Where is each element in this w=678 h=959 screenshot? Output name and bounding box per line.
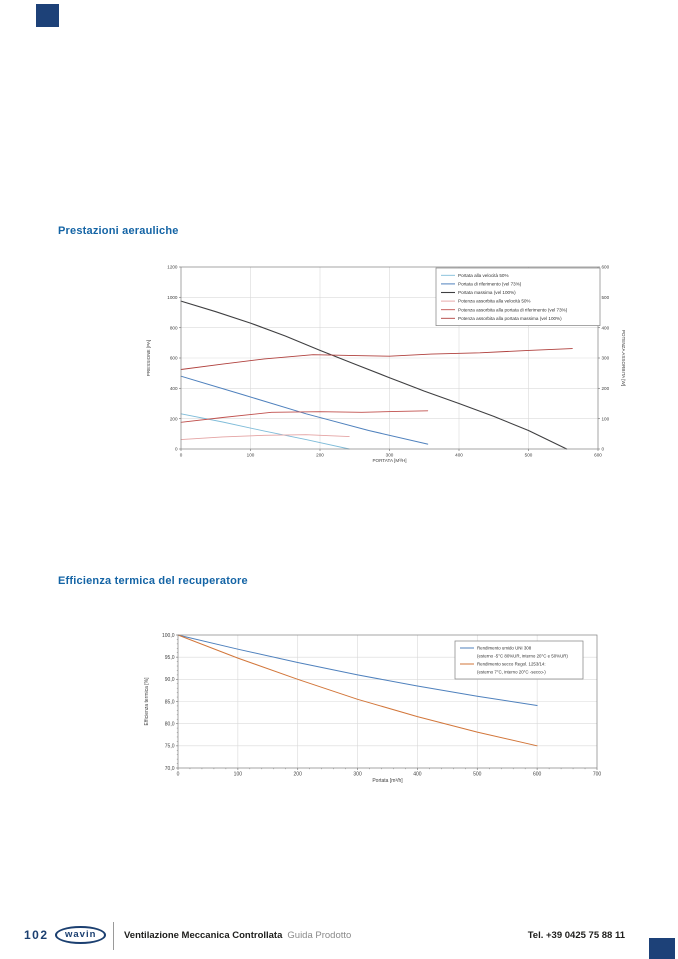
series-line-2 — [180, 300, 568, 450]
page-number: 102 — [24, 928, 49, 942]
svg-text:0: 0 — [177, 772, 180, 778]
svg-text:0: 0 — [180, 453, 183, 458]
axis-ticks: 0 100 200 300 400 500 600020040060080010001200… — [167, 265, 609, 458]
svg-text:(esterno 7°C, interno 20°C -se: (esterno 7°C, interno 20°C -secco-) — [477, 670, 546, 675]
svg-text:100,0: 100,0 — [162, 633, 175, 639]
svg-text:500: 500 — [473, 772, 482, 778]
svg-text:600: 600 — [602, 265, 610, 270]
svg-text:600: 600 — [594, 453, 602, 458]
svg-text:75,0: 75,0 — [165, 744, 175, 750]
svg-text:Potenza assorbita alla velocit: Potenza assorbita alla velocità 50% — [458, 299, 531, 304]
y-axis-label-left: PRESSIONE [PA] — [146, 340, 151, 376]
wavin-logo: wavin — [55, 926, 107, 944]
svg-text:800: 800 — [170, 325, 178, 330]
svg-text:300: 300 — [386, 453, 394, 458]
svg-text:600: 600 — [170, 356, 178, 361]
svg-text:70,0: 70,0 — [165, 766, 175, 772]
page-footer: 102 wavin Ventilazione Meccanica Control… — [0, 919, 678, 959]
svg-text:100: 100 — [247, 453, 255, 458]
svg-text:Portata massima (vel 100%): Portata massima (vel 100%) — [458, 290, 516, 295]
footer-divider — [113, 922, 114, 950]
svg-text:200: 200 — [294, 772, 303, 778]
footer-subtitle: Guida Prodotto — [287, 930, 352, 941]
svg-text:400: 400 — [602, 325, 610, 330]
chart-legend: Rendimento umido UNI 308 (esterno -5°C 80… — [454, 640, 584, 680]
svg-text:1200: 1200 — [167, 265, 178, 270]
thermal-efficiency-chart: 0 100 200 300 400 500 600 700 70,0 75,0 80,0 85,0 90… — [130, 615, 640, 800]
svg-text:400: 400 — [413, 772, 422, 778]
svg-text:400: 400 — [455, 453, 463, 458]
series-line-1 — [180, 375, 429, 445]
series-line-3 — [180, 434, 350, 441]
series-line-0 — [177, 634, 538, 706]
svg-text:1000: 1000 — [167, 295, 178, 300]
svg-text:0: 0 — [175, 447, 178, 452]
svg-text:300: 300 — [602, 356, 610, 361]
footer-title: Ventilazione Meccanica Controllata — [124, 930, 283, 941]
svg-text:Rendimento secco Regol. 1253/1: Rendimento secco Regol. 1253/14: — [477, 662, 546, 667]
footer-phone: Tel. +39 0425 75 88 11 — [527, 930, 625, 941]
svg-text:Portata alla velocità 50%: Portata alla velocità 50% — [458, 273, 509, 278]
svg-text:Portata di riferimento (vel 73: Portata di riferimento (vel 73%) — [458, 282, 522, 287]
chart-legend: Portata alla velocità 50% Portata di rife… — [435, 267, 601, 326]
series-line-5 — [180, 348, 573, 370]
svg-text:400: 400 — [170, 386, 178, 391]
corner-square-bottom-right — [649, 938, 675, 959]
svg-text:500: 500 — [525, 453, 533, 458]
aeraulic-performance-chart-svg: 0 100 200 300 400 500 600020040060080010001200… — [146, 265, 626, 463]
svg-text:0: 0 — [602, 447, 605, 452]
axis-ticks: 0 100 200 300 400 500 600 700 70,0 75,0 80,0 85,0 90… — [162, 633, 601, 778]
footer-document-title: Ventilazione Meccanica Controllata Guida … — [124, 930, 351, 941]
chart-series — [180, 300, 573, 450]
svg-text:200: 200 — [316, 453, 324, 458]
svg-text:100: 100 — [234, 772, 243, 778]
section-title-aeraulic-performance: Prestazioni aerauliche — [58, 225, 179, 237]
thermal-efficiency-chart-svg: 0 100 200 300 400 500 600 700 70,0 75,0 80,0 85,0 90… — [144, 633, 601, 784]
y-axis-label-right: POTENZA ASSORBITA [W] — [621, 330, 626, 386]
series-line-1 — [177, 634, 538, 747]
svg-text:80,0: 80,0 — [165, 721, 175, 727]
svg-text:700: 700 — [593, 772, 602, 778]
svg-text:200: 200 — [170, 416, 178, 421]
svg-text:Potenza assorbita alla portata: Potenza assorbita alla portata di riferi… — [458, 307, 568, 312]
corner-square-top-left — [36, 4, 59, 27]
svg-text:95,0: 95,0 — [165, 655, 175, 661]
aeraulic-performance-chart: 0 100 200 300 400 500 600 0 200 400 600 800 1000 1200… — [130, 252, 640, 484]
grid-lines — [178, 635, 597, 768]
x-axis-label: Portata [m³/h] — [372, 778, 403, 784]
y-axis-label-left: Efficienza termica [%] — [144, 677, 150, 726]
svg-text:85,0: 85,0 — [165, 699, 175, 705]
svg-text:Potenza assorbita alla portata: Potenza assorbita alla portata massima (… — [458, 316, 562, 321]
axis-titles: Portata [m³/h] Efficienza termica [%] — [144, 677, 403, 784]
x-axis-label: PORTATA [M³/H] — [372, 458, 406, 463]
svg-text:(esterno -5°C 80%UR, interno 2: (esterno -5°C 80%UR, interno 20°C e 50%U… — [477, 654, 568, 659]
section-title-thermal-efficiency: Efficienza termica del recuperatore — [58, 575, 248, 587]
series-line-4 — [180, 410, 429, 423]
svg-text:200: 200 — [602, 386, 610, 391]
svg-text:90,0: 90,0 — [165, 677, 175, 683]
axis-titles: PORTATA [M³/H] PRESSIONE [PA] POTENZA ASSO… — [146, 330, 626, 463]
svg-text:500: 500 — [602, 295, 610, 300]
chart-series — [177, 634, 538, 747]
svg-text:Rendimento umido UNI 308: Rendimento umido UNI 308 — [477, 646, 532, 651]
svg-text:600: 600 — [533, 772, 542, 778]
svg-text:300: 300 — [353, 772, 362, 778]
svg-text:100: 100 — [602, 416, 610, 421]
